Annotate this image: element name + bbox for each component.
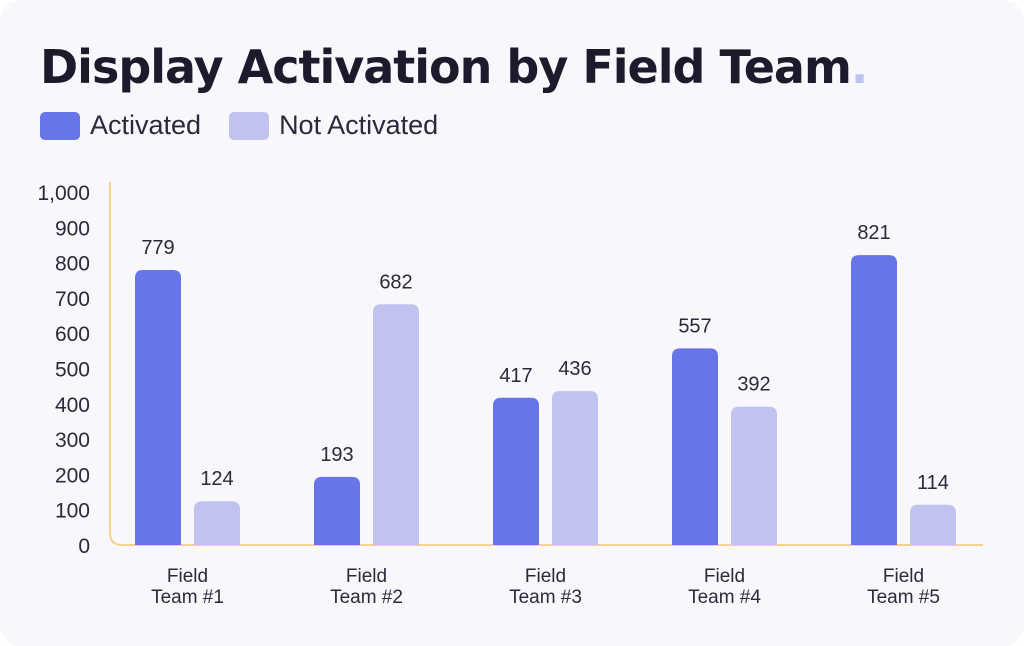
title-dot: . [850, 40, 869, 94]
y-tick-label: 900 [55, 217, 90, 240]
x-tick-label: Field [167, 566, 208, 587]
bar-not-activated [731, 406, 777, 545]
y-tick-label: 1,000 [37, 182, 90, 205]
bar-not-activated [910, 504, 956, 545]
x-tick-label: Team #3 [509, 587, 582, 608]
bar-activated [135, 270, 181, 545]
data-label: 114 [917, 472, 949, 494]
y-tick-label: 600 [55, 323, 90, 346]
legend-label-not-activated: Not Activated [279, 110, 439, 140]
data-label: 417 [499, 365, 532, 387]
y-tick-label: 300 [55, 429, 90, 452]
bar-activated [851, 255, 897, 545]
x-tick-label: Field [346, 566, 387, 587]
y-tick-label: 400 [55, 394, 90, 417]
data-label: 557 [678, 315, 711, 337]
legend-swatch-not-activated [229, 111, 270, 140]
x-tick-label: Field [525, 566, 566, 587]
axis-lines [109, 182, 983, 546]
data-label: 193 [320, 444, 353, 466]
legend-item-activated[interactable]: Activated [40, 110, 201, 141]
data-label: 124 [200, 468, 233, 490]
y-tick-label: 200 [55, 464, 90, 487]
chart-title: Display Activation by Field Team. [40, 40, 869, 94]
legend: Activated Not Activated [40, 110, 466, 141]
chart-title-text: Display Activation by Field Team [40, 40, 852, 94]
bar-not-activated [194, 501, 240, 545]
bar-activated [493, 397, 539, 545]
bar-activated [672, 348, 718, 545]
data-label: 682 [379, 271, 412, 293]
x-tick-label: Field [883, 566, 924, 587]
data-label: 392 [737, 374, 770, 396]
legend-swatch-activated [40, 111, 80, 140]
y-tick-label: 800 [55, 253, 90, 276]
y-tick-label: 0 [78, 535, 90, 558]
bar-not-activated [552, 391, 598, 545]
bar-activated [314, 476, 360, 545]
data-label: 821 [857, 222, 890, 244]
legend-item-not-activated[interactable]: Not Activated [229, 110, 438, 141]
x-tick-label: Team #5 [867, 587, 940, 608]
x-tick-label: Field [704, 566, 745, 587]
bar-not-activated [373, 304, 419, 545]
y-tick-label: 500 [55, 359, 90, 382]
x-tick-label: Team #1 [151, 587, 224, 608]
x-tick-label: Team #4 [688, 587, 761, 608]
data-label: 779 [141, 237, 174, 259]
y-tick-label: 700 [55, 288, 90, 311]
x-tick-label: Team #2 [330, 587, 403, 608]
y-tick-label: 100 [55, 500, 90, 523]
legend-label-activated: Activated [90, 110, 202, 140]
data-label: 436 [558, 358, 591, 380]
